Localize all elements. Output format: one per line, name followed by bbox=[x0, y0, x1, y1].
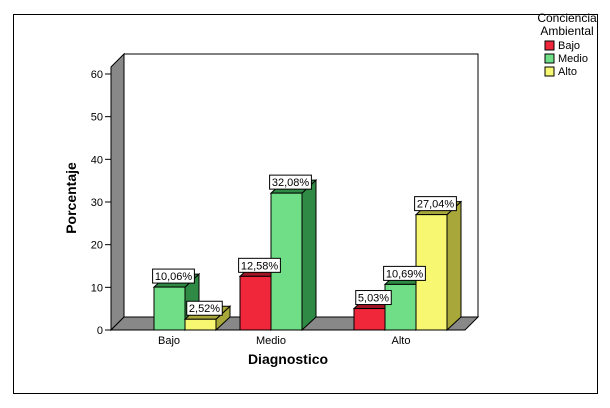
bar-alto-alto bbox=[414, 200, 463, 332]
data-label-text: 10,69% bbox=[386, 268, 424, 280]
y-tick-label: 30 bbox=[91, 197, 103, 209]
data-label-text: 5,03% bbox=[358, 293, 389, 305]
legend-swatch bbox=[544, 40, 555, 51]
data-label-text: 27,04% bbox=[417, 199, 455, 211]
data-label: 5,03% bbox=[355, 290, 392, 306]
bar-side bbox=[446, 200, 462, 332]
bar-front bbox=[184, 318, 217, 331]
legend-swatch bbox=[544, 66, 555, 77]
legend-item: Medio bbox=[544, 53, 588, 65]
y-axis-title: Porcentaje bbox=[63, 162, 79, 234]
x-axis: Bajo Medio Alto bbox=[158, 335, 411, 347]
y-tick-label: 20 bbox=[91, 240, 103, 252]
data-label-text: 2,52% bbox=[189, 303, 220, 315]
x-tick-label: Bajo bbox=[158, 335, 180, 347]
data-label-box bbox=[269, 174, 312, 190]
data-label: 27,04% bbox=[414, 196, 457, 212]
legend-title-line-2: Ambiental bbox=[540, 24, 593, 38]
data-label-text: 32,08% bbox=[272, 177, 310, 189]
x-tick-label: Alto bbox=[392, 335, 411, 347]
bar-side bbox=[301, 178, 317, 332]
legend-label: Alto bbox=[558, 66, 577, 78]
data-label: 10,69% bbox=[383, 265, 426, 281]
data-label: 2,52% bbox=[186, 300, 223, 316]
data-label-box bbox=[238, 257, 281, 273]
data-label: 12,58% bbox=[238, 257, 281, 273]
data-label-text: 10,06% bbox=[155, 271, 193, 283]
plot-left-wall bbox=[110, 52, 125, 332]
legend-swatch bbox=[544, 53, 555, 64]
bar-front bbox=[353, 308, 386, 331]
bar-medio-medio bbox=[269, 178, 318, 332]
data-label-box bbox=[383, 265, 426, 281]
legend-label: Medio bbox=[558, 53, 588, 65]
data-label-box bbox=[355, 290, 392, 306]
data-label-box bbox=[152, 268, 195, 284]
y-tick-label: 40 bbox=[91, 154, 103, 166]
y-tick-label: 10 bbox=[91, 282, 103, 294]
data-label-box bbox=[414, 196, 457, 212]
legend-title-line-1: Conciencia bbox=[537, 11, 597, 25]
x-axis-title: Diagnostico bbox=[248, 351, 328, 367]
legend-item: Bajo bbox=[544, 40, 580, 52]
data-label: 10,06% bbox=[152, 268, 195, 284]
legend-label: Bajo bbox=[558, 40, 580, 52]
y-tick-label: 50 bbox=[91, 112, 103, 124]
data-label-text: 12,58% bbox=[241, 260, 279, 272]
bars: 10,06% 2,52% 12,58% 32,08% 5,03% 10,69% 27,04% bbox=[152, 174, 463, 332]
y-tick-label: 60 bbox=[91, 69, 103, 81]
data-label-box bbox=[186, 300, 223, 316]
x-tick-label: Medio bbox=[256, 335, 286, 347]
data-label: 32,08% bbox=[269, 174, 312, 190]
bar-front bbox=[239, 275, 272, 331]
legend-item: Alto bbox=[544, 66, 577, 78]
bar-front bbox=[153, 286, 186, 331]
y-tick-label: 0 bbox=[97, 325, 103, 337]
y-axis: 0 10 20 30 40 50 60 bbox=[91, 69, 111, 337]
